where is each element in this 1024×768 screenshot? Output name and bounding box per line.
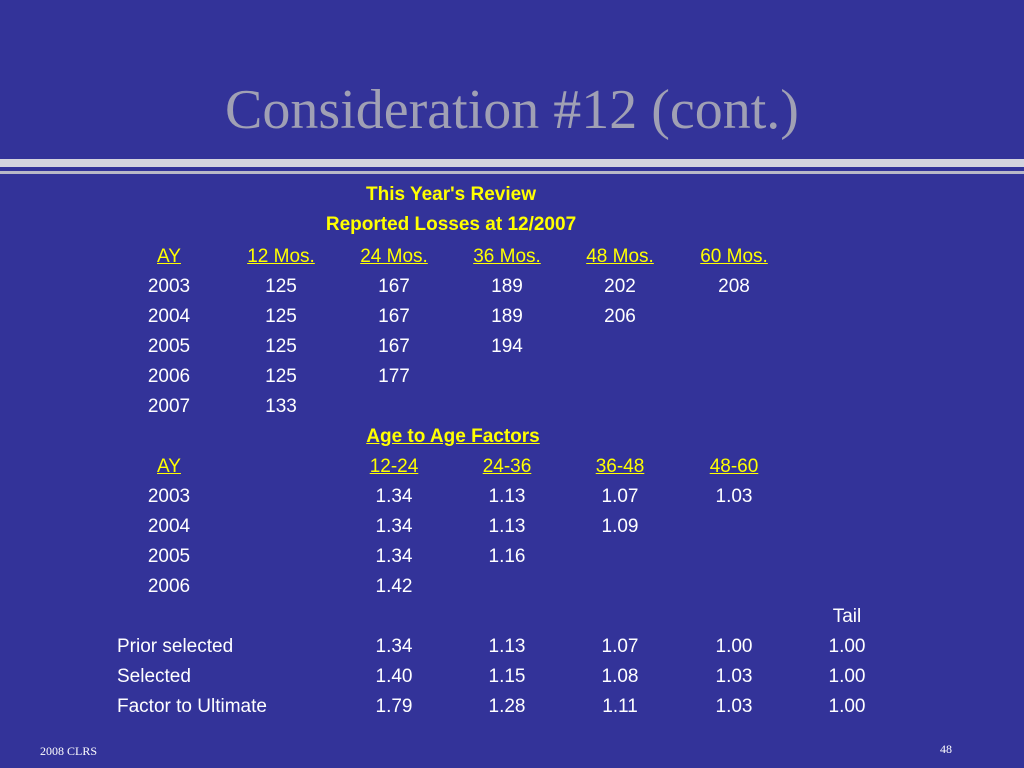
table-cell: 1.00 xyxy=(828,636,866,657)
divider xyxy=(0,171,1024,174)
table-cell: 208 xyxy=(718,276,750,297)
table-cell: 1.00 xyxy=(828,696,866,717)
table-cell: 1.34 xyxy=(375,546,413,567)
section-title: This Year's Review xyxy=(366,184,536,205)
table-cell: 1.13 xyxy=(488,516,526,537)
column-header: AY xyxy=(157,456,181,477)
table-cell: 125 xyxy=(265,306,297,327)
row-label: Prior selected xyxy=(117,636,234,657)
table-cell: 1.13 xyxy=(488,486,526,507)
table-cell: 1.09 xyxy=(601,516,639,537)
column-header: AY xyxy=(157,246,181,267)
row-label: Selected xyxy=(117,666,191,687)
table-cell: 1.34 xyxy=(375,636,413,657)
table-cell: 1.03 xyxy=(715,486,753,507)
table-cell: 2004 xyxy=(147,306,191,327)
table-cell: 1.11 xyxy=(602,696,638,717)
table-cell: 125 xyxy=(265,276,297,297)
table-cell: 189 xyxy=(491,276,523,297)
table-cell: 1.15 xyxy=(488,666,526,687)
table-cell: 167 xyxy=(378,306,410,327)
table-cell: 1.40 xyxy=(375,666,413,687)
table-cell: 194 xyxy=(491,336,523,357)
table-cell: 1.34 xyxy=(375,486,413,507)
table-cell: 202 xyxy=(604,276,636,297)
column-header: 36 Mos. xyxy=(473,246,541,267)
table-cell: 2006 xyxy=(147,366,191,387)
table-cell: 1.42 xyxy=(375,576,413,597)
divider xyxy=(0,159,1024,167)
row-label: Factor to Ultimate xyxy=(117,696,267,717)
table-cell: 1.16 xyxy=(488,546,526,567)
column-header: 48-60 xyxy=(709,456,759,477)
column-header: 24 Mos. xyxy=(360,246,428,267)
table-cell: 2003 xyxy=(147,276,191,297)
section-title: Age to Age Factors xyxy=(366,426,540,447)
table-cell: 2007 xyxy=(147,396,191,417)
table-cell: 167 xyxy=(378,276,410,297)
slide-title: Consideration #12 (cont.) xyxy=(225,79,799,141)
table-cell: 1.28 xyxy=(488,696,526,717)
table-cell: 125 xyxy=(265,366,297,387)
table-cell: 2005 xyxy=(147,336,191,357)
table-cell: 1.00 xyxy=(828,666,866,687)
table-cell: 1.03 xyxy=(715,696,753,717)
column-header: 36-48 xyxy=(595,456,645,477)
table-cell: 125 xyxy=(265,336,297,357)
table-cell: 1.13 xyxy=(488,636,526,657)
table-cell: 1.34 xyxy=(375,516,413,537)
table-cell: 177 xyxy=(378,366,410,387)
table-cell: 1.08 xyxy=(601,666,639,687)
table-cell: 189 xyxy=(491,306,523,327)
table-cell: 167 xyxy=(378,336,410,357)
table-cell: 2006 xyxy=(147,576,191,597)
table-cell: 2004 xyxy=(147,516,191,537)
table-cell: 1.03 xyxy=(715,666,753,687)
table-cell: 2003 xyxy=(147,486,191,507)
table-cell: 1.07 xyxy=(601,636,639,657)
footer-text: 2008 CLRS xyxy=(40,744,98,758)
column-header: 12-24 xyxy=(369,456,419,477)
table-cell: 206 xyxy=(604,306,636,327)
column-header: Tail xyxy=(832,606,862,627)
table-cell: 1.07 xyxy=(601,486,639,507)
page-number: 48 xyxy=(940,742,952,756)
column-header: 12 Mos. xyxy=(247,246,315,267)
column-header: 60 Mos. xyxy=(700,246,768,267)
table-cell: 2005 xyxy=(147,546,191,567)
column-header: 24-36 xyxy=(482,456,532,477)
section-subtitle: Reported Losses at 12/2007 xyxy=(325,214,577,235)
table-cell: 1.79 xyxy=(375,696,413,717)
table-cell: 133 xyxy=(265,396,297,417)
column-header: 48 Mos. xyxy=(586,246,654,267)
table-cell: 1.00 xyxy=(715,636,753,657)
